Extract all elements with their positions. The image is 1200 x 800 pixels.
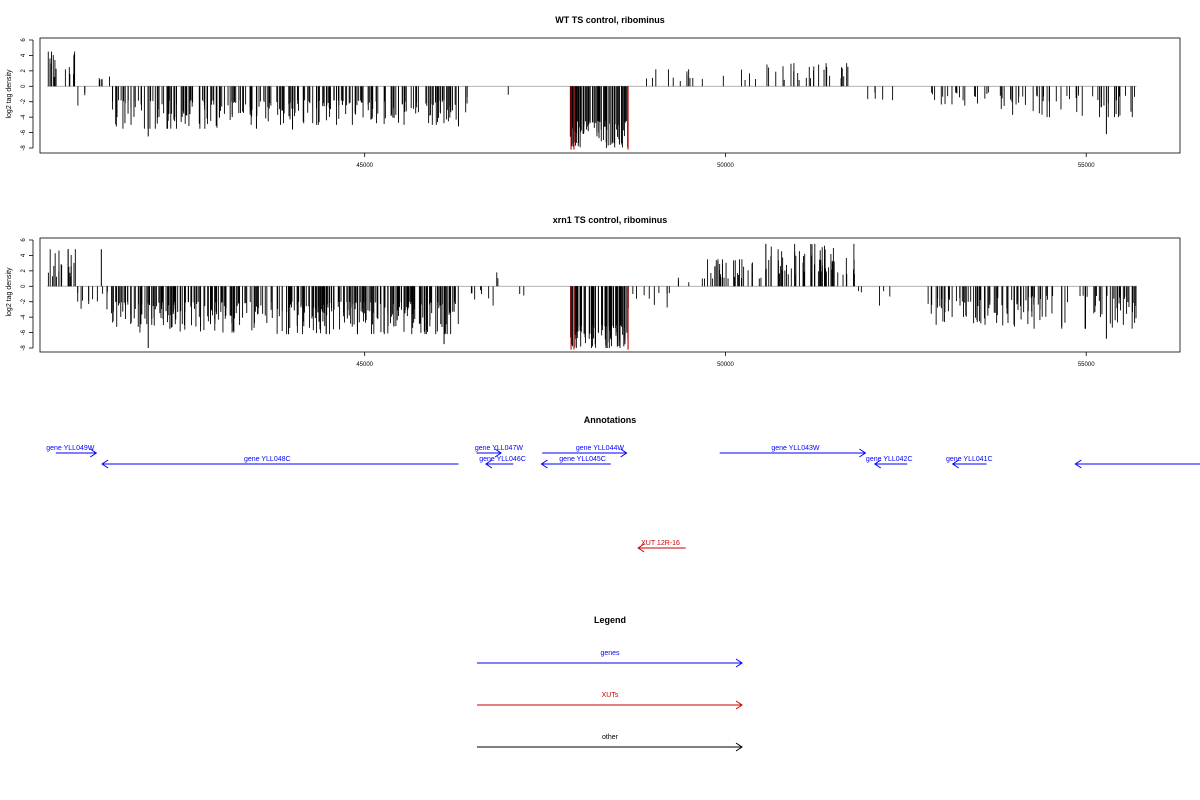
annotation-feature: XUT 12R-16 — [637, 540, 686, 553]
legend-item-xuts: XUTs — [477, 692, 743, 710]
y-tick-label: -6 — [21, 329, 27, 335]
wt-track-title: WT TS control, ribominus — [555, 15, 665, 25]
xrn1-track-bars — [47, 243, 1137, 350]
legend-items: genes XUTs other — [477, 650, 743, 752]
feature-arrowhead — [494, 448, 502, 458]
feature-arrowhead — [90, 448, 98, 458]
feature-arrowhead — [873, 459, 882, 469]
wt-track-plot-frame — [39, 37, 1181, 154]
annotation-feature: gene YLL049W — [46, 445, 98, 458]
annotations-title: Annotations — [584, 415, 637, 425]
xrn1-track-plot-frame — [39, 237, 1181, 353]
legend-label: genes — [600, 650, 620, 657]
y-tick-label: 0 — [21, 84, 27, 88]
legend-arrowhead — [735, 742, 743, 752]
annotation-feature: gene YLL043W — [719, 445, 867, 458]
annotation-feature: gene YLL045C — [540, 456, 611, 469]
annotation-features: gene YLL049W gene YLL048C gene YLL047W gene… — [46, 445, 1200, 553]
feature-arrowhead — [1074, 459, 1082, 469]
wt-track-bars — [47, 51, 1137, 150]
feature-label: gene YLL045C — [559, 456, 606, 463]
feature-arrowhead — [484, 459, 493, 469]
feature-arrowhead — [620, 448, 628, 458]
wt-track-y-axis-label: log2 tag density — [6, 69, 13, 119]
feature-label: gene YLL049W — [46, 445, 95, 452]
xrn1-track-x-axis: 45000 50000 55000 — [356, 352, 1095, 368]
y-tick-label: 6 — [21, 38, 27, 42]
legend-label: XUTs — [602, 692, 619, 699]
y-tick-label: -2 — [21, 98, 27, 104]
xrn1-track-y-axis: 6 4 2 0 -2 -4 -6 -8 — [21, 238, 34, 351]
legend-title: Legend — [594, 615, 626, 625]
y-tick-label: 2 — [21, 69, 27, 73]
annotation-feature: gene YLL047W — [475, 445, 524, 458]
feature-label: gene YLL046C — [479, 456, 526, 463]
legend-item-genes: genes — [477, 650, 743, 668]
feature-arrowhead — [540, 459, 548, 469]
annotation-feature: gene YLL046C — [479, 456, 526, 469]
y-tick-label: 4 — [21, 253, 27, 257]
x-tick-label: 45000 — [356, 163, 373, 169]
xrn1-track-title: xrn1 TS control, ribominus — [553, 215, 668, 225]
y-tick-label: 6 — [21, 238, 27, 242]
x-tick-label: 50000 — [717, 163, 734, 169]
legend-item-other: other — [477, 734, 743, 752]
legend-arrowhead — [735, 700, 743, 710]
feature-label: gene YLL044W — [576, 445, 625, 452]
y-tick-label: 4 — [21, 53, 27, 57]
x-tick-label: 55000 — [1078, 163, 1095, 169]
y-tick-label: -6 — [21, 129, 27, 135]
annotation-feature: gene YLL044W — [542, 445, 628, 458]
y-tick-label: -8 — [21, 345, 27, 351]
feature-arrowhead — [951, 459, 959, 469]
wt-track-panel: WT TS control, ribominus log2 tag densit… — [6, 15, 1181, 169]
wt-track-x-axis: 45000 50000 55000 — [356, 153, 1095, 169]
feature-label: gene YLL047W — [475, 445, 524, 452]
feature-arrowhead — [859, 448, 867, 458]
annotation-feature: gene YLL041C — [946, 456, 993, 469]
feature-label: gene YLL042C — [866, 456, 913, 463]
feature-label: gene YLL043W — [771, 445, 820, 452]
annotation-feature — [1074, 459, 1200, 469]
y-tick-label: -2 — [21, 298, 27, 304]
annotation-feature: gene YLL042C — [866, 456, 913, 469]
legend-panel: Legend genes XUTs other — [477, 615, 743, 752]
legend-arrowhead — [735, 658, 743, 668]
xrn1-track-y-axis-label: log2 tag density — [6, 267, 13, 317]
feature-label: gene YLL048C — [244, 456, 291, 463]
wt-track-y-axis: 6 4 2 0 -2 -4 -6 -8 — [21, 38, 34, 151]
feature-arrowhead — [101, 459, 109, 469]
legend-label: other — [602, 734, 619, 741]
feature-arrowhead — [637, 543, 645, 553]
y-tick-label: 0 — [21, 284, 27, 288]
x-tick-label: 45000 — [356, 362, 373, 368]
feature-label: XUT 12R-16 — [641, 540, 680, 547]
xrn1-track-panel: xrn1 TS control, ribominus log2 tag dens… — [6, 215, 1181, 368]
x-tick-label: 50000 — [717, 362, 734, 368]
y-tick-label: -4 — [21, 114, 27, 120]
y-tick-label: 2 — [21, 269, 27, 273]
x-tick-label: 55000 — [1078, 362, 1095, 368]
feature-label: gene YLL041C — [946, 456, 993, 463]
y-tick-label: -8 — [21, 145, 27, 151]
annotation-feature: gene YLL048C — [101, 456, 459, 469]
y-tick-label: -4 — [21, 314, 27, 320]
